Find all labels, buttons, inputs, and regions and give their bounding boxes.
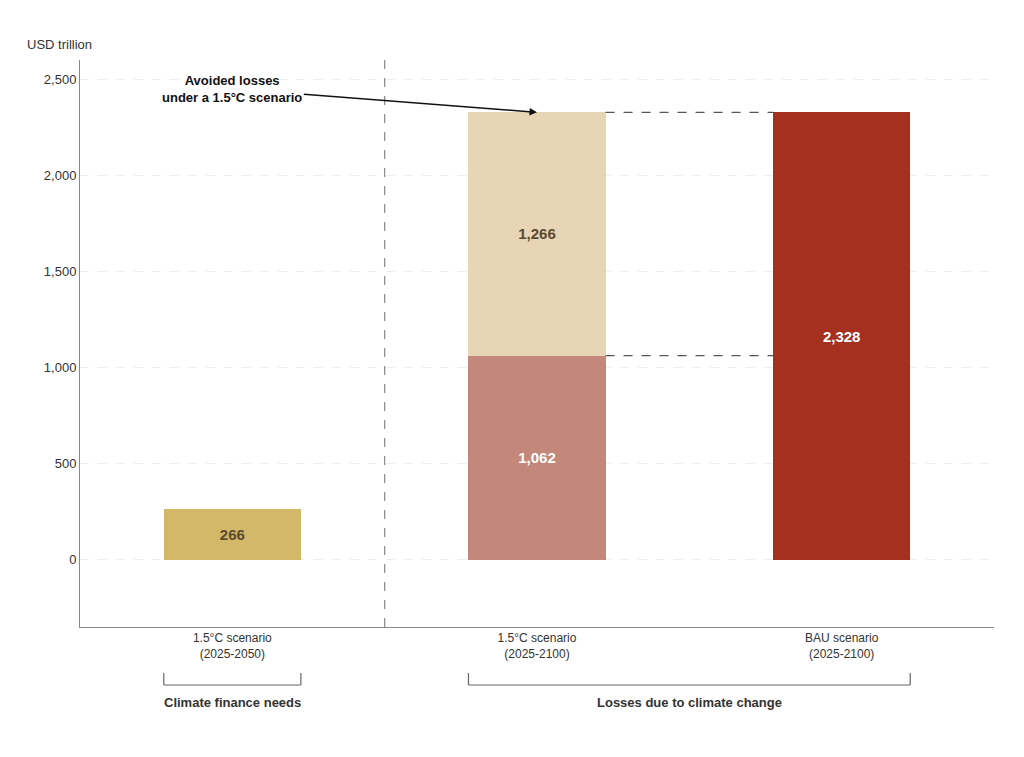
svg-text:1,062: 1,062	[518, 449, 556, 466]
svg-text:Avoided lossesunder a 1.5°C sc: Avoided lossesunder a 1.5°C scenario	[162, 73, 302, 105]
svg-text:1,500: 1,500	[44, 264, 77, 279]
svg-text:0: 0	[69, 552, 76, 567]
svg-text:1,000: 1,000	[44, 360, 77, 375]
svg-text:2,500: 2,500	[44, 72, 77, 87]
svg-text:USD trillion: USD trillion	[27, 37, 92, 52]
svg-text:500: 500	[55, 456, 77, 471]
svg-text:Losses due to climate change: Losses due to climate change	[597, 695, 782, 710]
svg-text:BAU scenario(2025-2100): BAU scenario(2025-2100)	[805, 631, 879, 661]
svg-text:2,000: 2,000	[44, 168, 77, 183]
svg-text:2,328: 2,328	[823, 328, 861, 345]
svg-text:1.5°C scenario(2025-2100): 1.5°C scenario(2025-2100)	[498, 631, 577, 661]
svg-text:266: 266	[220, 526, 245, 543]
svg-text:1,266: 1,266	[518, 225, 556, 242]
svg-text:Climate finance needs: Climate finance needs	[164, 695, 301, 710]
svg-text:1.5°C scenario(2025-2050): 1.5°C scenario(2025-2050)	[193, 631, 272, 661]
